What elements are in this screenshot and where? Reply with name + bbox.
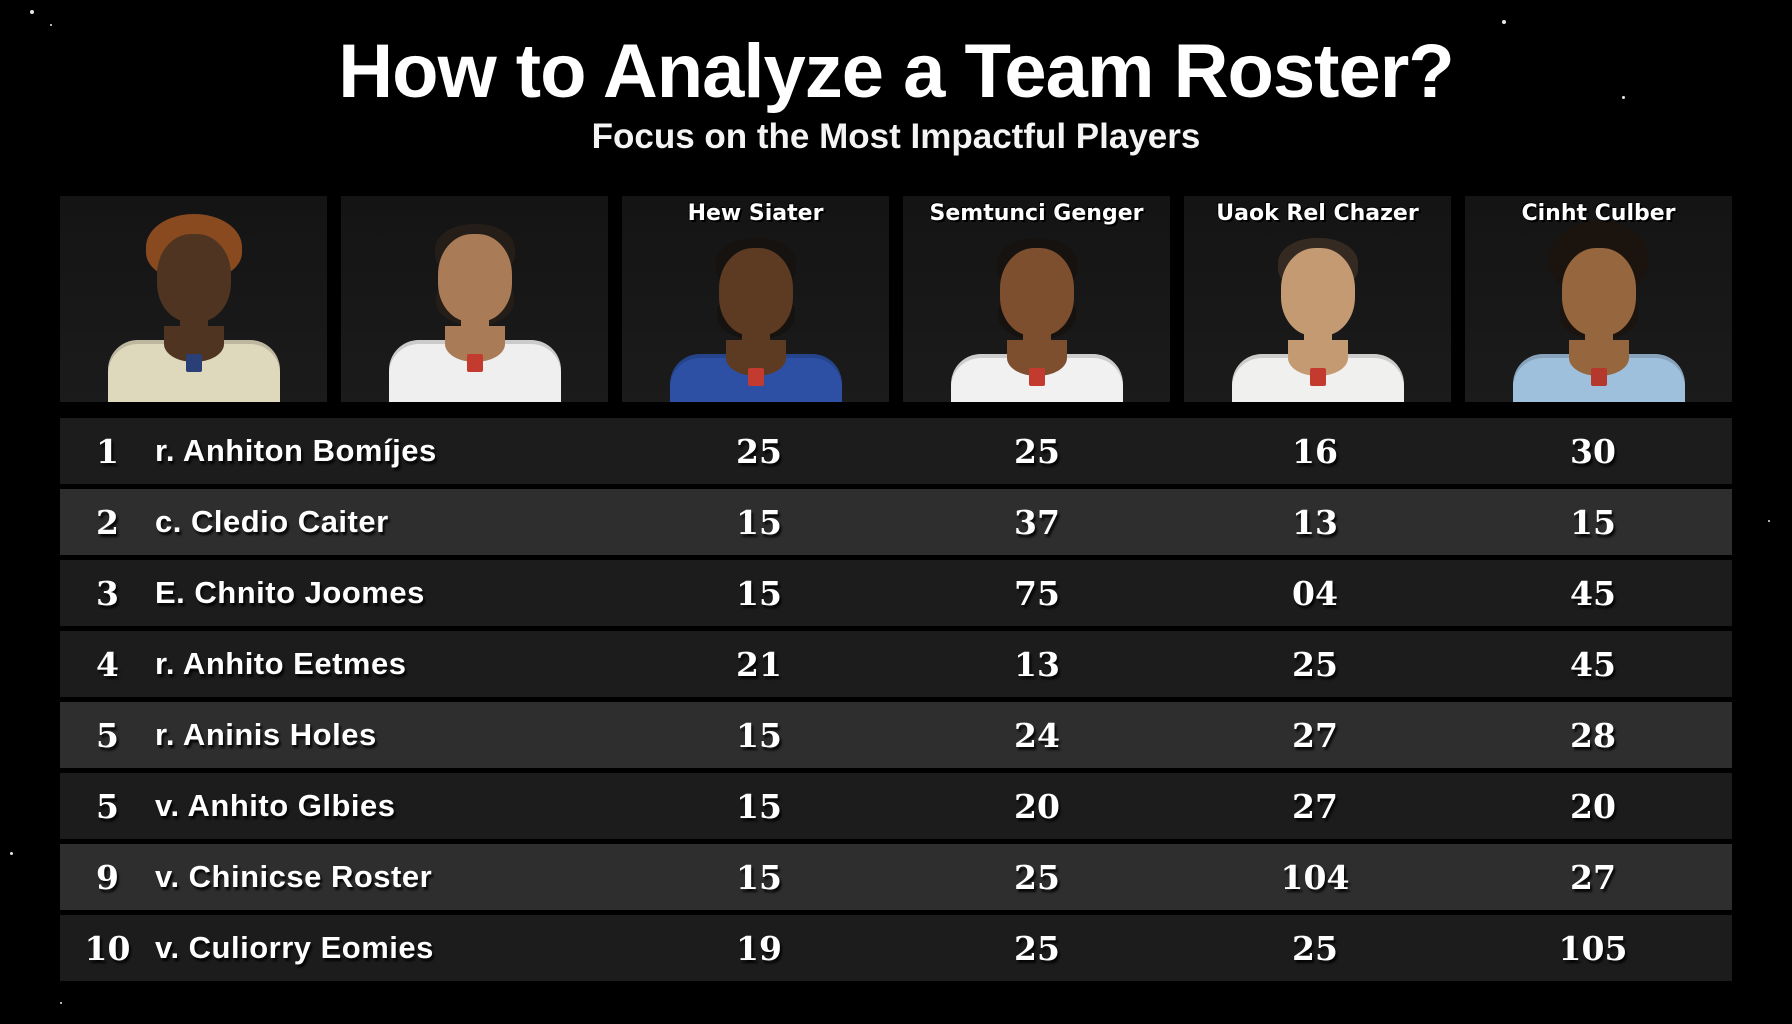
rank-cell: 3 — [96, 573, 119, 613]
player-name-cell: v. Culiorry Eomies — [155, 930, 434, 965]
stat-cell-1: 25 — [736, 431, 782, 471]
rank-cell: 2 — [96, 502, 119, 542]
page-subtitle: Focus on the Most Impactful Players — [591, 117, 1201, 156]
stat-cell-1: 15 — [736, 573, 782, 613]
table-row: 9 v. Chinicse Roster 15 25 104 27 — [60, 844, 1732, 910]
stat-cell-4: 20 — [1570, 786, 1616, 826]
stat-cell-2: 13 — [1014, 644, 1060, 684]
player-name-cell: v. Chinicse Roster — [155, 859, 433, 894]
stat-cell-1: 15 — [736, 502, 782, 542]
player-head — [1561, 248, 1636, 336]
rank-cell: 4 — [96, 644, 119, 684]
jersey-logo-patch — [1309, 368, 1326, 386]
player-name-cell: c. Cledio Caiter — [155, 504, 389, 539]
player-name-cell: r. Aninis Holes — [155, 717, 377, 752]
player-head — [1280, 248, 1355, 336]
table-row: 5 r. Aninis Holes 15 24 27 28 — [60, 702, 1732, 768]
rank-cell: 5 — [96, 786, 119, 826]
table-row: 3 E. Chnito Joomes 15 75 04 45 — [60, 560, 1732, 626]
column-header-label: Uaok Rel Chazer — [1216, 201, 1419, 226]
player-name-cell: v. Anhito Glbies — [155, 788, 396, 823]
stat-cell-2: 37 — [1014, 502, 1060, 542]
player-portrait-image — [375, 222, 575, 402]
player-photo-panel: Hew Siater — [622, 196, 889, 402]
stat-cell-3: 27 — [1292, 715, 1338, 755]
rank-cell: 5 — [96, 715, 119, 755]
star-dot — [60, 1002, 62, 1004]
star-dot — [1768, 520, 1770, 522]
roster-table: 1 r. Anhiton Bomíjes 25 25 16 30 2 c. Cl… — [60, 418, 1732, 981]
player-portrait-image — [656, 236, 856, 402]
player-name-cell: E. Chnito Joomes — [155, 575, 425, 610]
star-dot — [30, 10, 34, 14]
player-head — [718, 248, 793, 336]
stat-cell-3: 104 — [1280, 857, 1350, 897]
stat-cell-4: 27 — [1570, 857, 1616, 897]
player-photo-panel — [60, 196, 327, 402]
player-portrait-image — [937, 236, 1137, 402]
stat-cell-3: 25 — [1292, 928, 1338, 968]
stat-cell-3: 27 — [1292, 786, 1338, 826]
table-row: 4 r. Anhito Eetmes 21 13 25 45 — [60, 631, 1732, 697]
column-header-label: Semtunci Genger — [929, 201, 1144, 226]
table-row: 1 r. Anhiton Bomíjes 25 25 16 30 — [60, 418, 1732, 484]
rank-cell: 10 — [84, 928, 131, 968]
star-dot — [50, 24, 52, 26]
player-head — [156, 234, 231, 322]
star-dot — [1502, 20, 1506, 24]
stat-cell-4: 30 — [1570, 431, 1616, 471]
stat-cell-1: 19 — [736, 928, 782, 968]
stat-cell-2: 25 — [1014, 431, 1060, 471]
player-name-cell: r. Anhito Eetmes — [155, 646, 407, 681]
stat-cell-1: 15 — [736, 786, 782, 826]
stat-cell-2: 25 — [1014, 857, 1060, 897]
table-row: 10 v. Culiorry Eomies 19 25 25 105 — [60, 915, 1732, 981]
jersey-logo-patch — [747, 368, 764, 386]
stat-cell-3: 13 — [1292, 502, 1338, 542]
stat-cell-4: 45 — [1570, 644, 1616, 684]
stat-cell-3: 16 — [1292, 431, 1338, 471]
player-portrait-image — [94, 214, 294, 402]
jersey-logo-patch — [1590, 368, 1607, 386]
rank-cell: 9 — [96, 857, 119, 897]
player-photo-panel: Cinht Culber — [1465, 196, 1732, 402]
stat-cell-3: 25 — [1292, 644, 1338, 684]
stat-cell-1: 15 — [736, 715, 782, 755]
stat-cell-4: 15 — [1570, 502, 1616, 542]
jersey-logo-patch — [466, 354, 483, 372]
player-portrait-image — [1499, 220, 1699, 402]
player-photo-panel: Uaok Rel Chazer — [1184, 196, 1451, 402]
stat-cell-2: 75 — [1014, 573, 1060, 613]
player-photo-strip: Hew Siater Semtunci Genger Uaok Rel Chaz… — [60, 196, 1732, 402]
page-title: How to Analyze a Team Roster? — [338, 29, 1454, 114]
player-photo-panel: Semtunci Genger — [903, 196, 1170, 402]
stat-cell-4: 105 — [1558, 928, 1628, 968]
player-portrait-image — [1218, 236, 1418, 402]
stat-cell-1: 15 — [736, 857, 782, 897]
player-head — [437, 234, 512, 322]
star-dot — [1622, 96, 1625, 99]
table-row: 5 v. Anhito Glbies 15 20 27 20 — [60, 773, 1732, 839]
stat-cell-2: 24 — [1014, 715, 1060, 755]
stat-cell-4: 45 — [1570, 573, 1616, 613]
column-header-label: Cinht Culber — [1521, 201, 1676, 226]
stat-cell-4: 28 — [1570, 715, 1616, 755]
rank-cell: 1 — [96, 431, 119, 471]
stat-cell-3: 04 — [1292, 573, 1338, 613]
player-photo-panel — [341, 196, 608, 402]
player-name-cell: r. Anhiton Bomíjes — [155, 433, 437, 468]
column-header-label: Hew Siater — [687, 201, 824, 226]
stat-cell-2: 20 — [1014, 786, 1060, 826]
table-row: 2 c. Cledio Caiter 15 37 13 15 — [60, 489, 1732, 555]
stat-cell-2: 25 — [1014, 928, 1060, 968]
jersey-logo-patch — [185, 354, 202, 372]
player-head — [999, 248, 1074, 336]
star-dot — [10, 852, 13, 855]
jersey-logo-patch — [1028, 368, 1045, 386]
stat-cell-1: 21 — [736, 644, 782, 684]
